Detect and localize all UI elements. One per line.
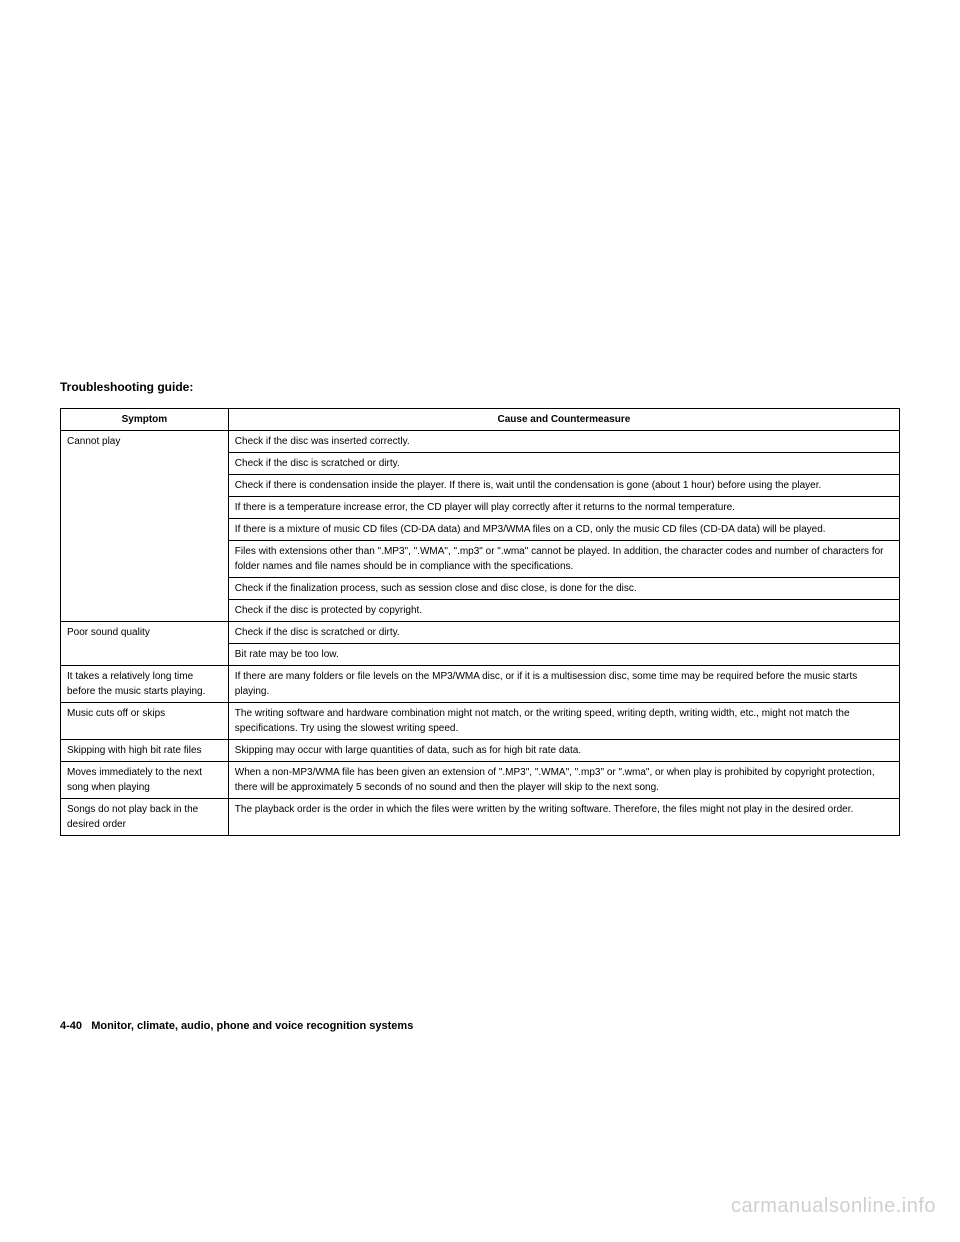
guide-title: Troubleshooting guide: bbox=[60, 380, 900, 394]
table-row: Moves immediately to the next song when … bbox=[61, 762, 900, 799]
troubleshooting-table: Symptom Cause and Countermeasure Cannot … bbox=[60, 408, 900, 836]
cause-cell: Check if the disc is scratched or dirty. bbox=[228, 453, 899, 475]
cause-cell: Check if the disc is protected by copyri… bbox=[228, 600, 899, 622]
watermark-text: carmanualsonline.info bbox=[731, 1195, 936, 1218]
page-container: Troubleshooting guide: Symptom Cause and… bbox=[0, 0, 960, 1242]
symptom-cell: Skipping with high bit rate files bbox=[61, 740, 229, 762]
cause-cell: Skipping may occur with large quantities… bbox=[228, 740, 899, 762]
cause-cell: The writing software and hardware combin… bbox=[228, 703, 899, 740]
table-row: It takes a relatively long time before t… bbox=[61, 666, 900, 703]
cause-cell: Check if the finalization process, such … bbox=[228, 578, 899, 600]
table-row: Poor sound quality Check if the disc is … bbox=[61, 622, 900, 644]
cause-cell: Check if there is condensation inside th… bbox=[228, 475, 899, 497]
cause-cell: Check if the disc was inserted correctly… bbox=[228, 431, 899, 453]
page-footer: 4-40 Monitor, climate, audio, phone and … bbox=[60, 1020, 413, 1032]
cause-cell: The playback order is the order in which… bbox=[228, 799, 899, 836]
table-row: Music cuts off or skips The writing soft… bbox=[61, 703, 900, 740]
header-cause: Cause and Countermeasure bbox=[228, 409, 899, 431]
cause-cell: Files with extensions other than ".MP3",… bbox=[228, 541, 899, 578]
table-row: Cannot play Check if the disc was insert… bbox=[61, 431, 900, 453]
symptom-cell: Music cuts off or skips bbox=[61, 703, 229, 740]
table-row: Songs do not play back in the desired or… bbox=[61, 799, 900, 836]
cause-cell: Bit rate may be too low. bbox=[228, 644, 899, 666]
symptom-cell: It takes a relatively long time before t… bbox=[61, 666, 229, 703]
section-title: Monitor, climate, audio, phone and voice… bbox=[91, 1020, 413, 1032]
cause-cell: If there is a mixture of music CD files … bbox=[228, 519, 899, 541]
page-number: 4-40 bbox=[60, 1020, 82, 1032]
symptom-cell: Songs do not play back in the desired or… bbox=[61, 799, 229, 836]
table-row: Skipping with high bit rate files Skippi… bbox=[61, 740, 900, 762]
header-symptom: Symptom bbox=[61, 409, 229, 431]
cause-cell: When a non-MP3/WMA file has been given a… bbox=[228, 762, 899, 799]
table-header-row: Symptom Cause and Countermeasure bbox=[61, 409, 900, 431]
cause-cell: Check if the disc is scratched or dirty. bbox=[228, 622, 899, 644]
symptom-cell: Cannot play bbox=[61, 431, 229, 622]
cause-cell: If there is a temperature increase error… bbox=[228, 497, 899, 519]
cause-cell: If there are many folders or file levels… bbox=[228, 666, 899, 703]
symptom-cell: Moves immediately to the next song when … bbox=[61, 762, 229, 799]
symptom-cell: Poor sound quality bbox=[61, 622, 229, 666]
